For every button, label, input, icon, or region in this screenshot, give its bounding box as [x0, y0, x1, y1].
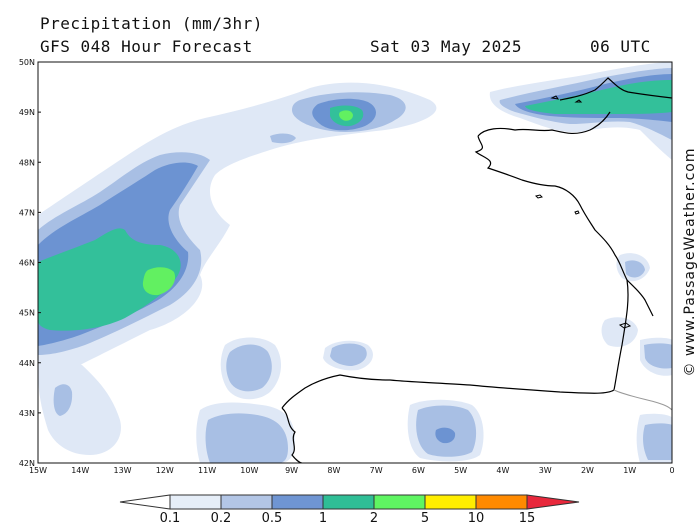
legend-label-0.2: 0.2 [211, 511, 232, 525]
coastline-normandy [559, 77, 672, 101]
lon-label-3W: 3W [539, 466, 552, 475]
lon-label-4W: 4W [496, 466, 509, 475]
lon-label-2W: 2W [581, 466, 594, 475]
channel-islands [550, 95, 583, 103]
legend-min-arrow [119, 494, 171, 510]
legend-label-1: 1 [319, 511, 327, 525]
legend-swatch [220, 494, 273, 510]
lat-label-45N: 45N [19, 309, 35, 318]
legend-max-arrow [526, 494, 580, 510]
lon-label-5W: 5W [454, 466, 467, 475]
precip-center-mid [330, 343, 367, 366]
lat-label-46N: 46N [19, 259, 35, 268]
legend-label-2: 2 [370, 511, 378, 525]
lon-label-11W: 11W [198, 466, 216, 475]
forecast-subtitle: GFS 048 Hour Forecast [40, 37, 253, 56]
legend-swatch [475, 494, 528, 510]
coastline-brittany-biscay [281, 111, 629, 409]
forecast-date: Sat 03 May 2025 [370, 37, 522, 56]
precip-north-cell-core [339, 110, 353, 121]
legend-swatch [169, 494, 222, 510]
legend-bar [119, 494, 580, 510]
precip-iberia-west-mid [205, 413, 288, 463]
precip-se-mid [643, 423, 672, 460]
precip-band-west-green [38, 228, 181, 331]
precip-northeast-green [525, 80, 672, 114]
legend-swatch [373, 494, 426, 510]
lon-label-13W: 13W [113, 466, 131, 475]
legend-swatch [322, 494, 375, 510]
lat-label-48N: 48N [19, 158, 35, 167]
lat-label-43N: 43N [19, 409, 35, 418]
island-belle [535, 194, 580, 215]
legend-labels: 0.1 0.2 0.5 1 2 5 10 15 [160, 511, 536, 525]
legend-swatch [424, 494, 477, 510]
legend-label-0.1: 0.1 [160, 511, 181, 525]
precip-biscay-mid [625, 260, 645, 278]
lat-label-42N: 42N [19, 459, 35, 468]
precip-sw-mid [226, 344, 272, 392]
legend-label-15: 15 [519, 511, 536, 525]
lat-label-47N: 47N [19, 208, 35, 217]
legend-label-10: 10 [468, 511, 485, 525]
precip-band-west-core [142, 267, 176, 296]
legend-swatch [271, 494, 324, 510]
precip-small-cell [270, 133, 296, 144]
lat-label-44N: 44N [19, 359, 35, 368]
lon-label-12W: 12W [156, 466, 174, 475]
lon-label-9W: 9W [285, 466, 298, 475]
lon-label-15W: 15W [29, 466, 47, 475]
lon-axis: 15W 14W 13W 12W 11W 10W 9W 8W 7W 6W 5W 4W 3W 2W 1W 0 [29, 466, 675, 475]
lon-label-1W: 1W [623, 466, 636, 475]
lat-label-50N: 50N [19, 58, 35, 67]
lon-label-14W: 14W [71, 466, 89, 475]
precipitation-fields [38, 62, 672, 463]
coastline-france-aquitaine [626, 279, 654, 317]
lon-label-0: 0 [669, 466, 674, 475]
coastline-iberia-west [281, 407, 303, 463]
legend-label-0.5: 0.5 [262, 511, 283, 525]
lon-label-7W: 7W [370, 466, 383, 475]
precip-west-far-lower-mid [53, 384, 73, 416]
border-france-spain [613, 389, 672, 411]
lon-label-10W: 10W [240, 466, 258, 475]
forecast-time: 06 UTC [590, 37, 651, 56]
lon-label-8W: 8W [327, 466, 340, 475]
island-re [618, 322, 632, 329]
precip-south-dark [435, 427, 456, 444]
legend-label-5: 5 [421, 511, 429, 525]
map-title: Precipitation (mm/3hr) [40, 14, 263, 33]
lat-axis: 50N 49N 48N 47N 46N 45N 44N 43N 42N [19, 58, 41, 468]
lat-label-49N: 49N [19, 108, 35, 117]
precip-east-far-mid [644, 343, 672, 369]
lon-label-6W: 6W [412, 466, 425, 475]
